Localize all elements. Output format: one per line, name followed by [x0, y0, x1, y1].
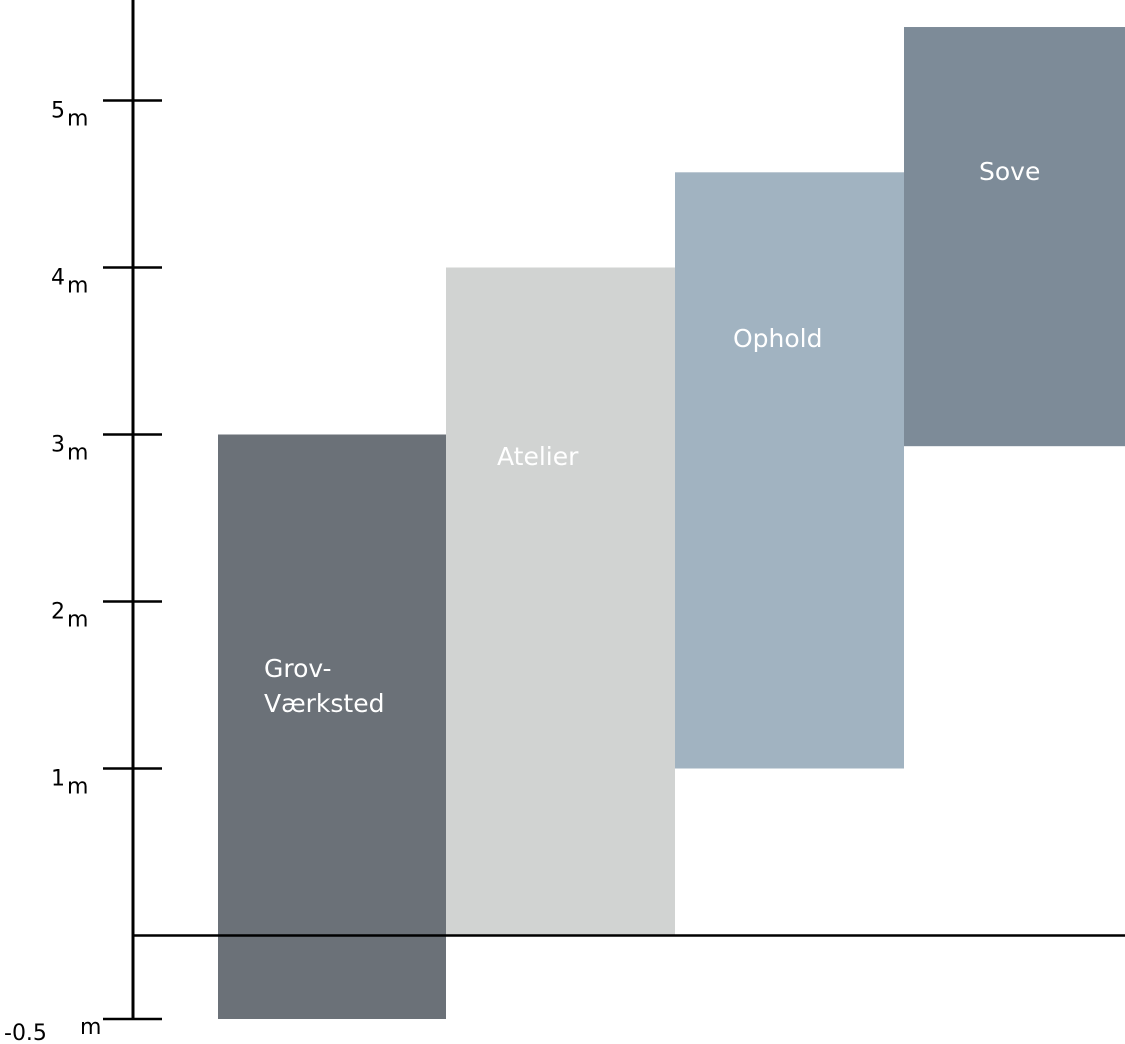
tick-label-5: 5 — [51, 99, 65, 124]
tick-label-4: 4 — [51, 266, 65, 291]
tick-label-2: 2 — [51, 600, 65, 625]
block-label-grov-vaerksted-line-1: Grov- — [264, 654, 332, 683]
tick-unit-1: m — [67, 775, 88, 800]
block-label-sove: Sove — [979, 157, 1040, 186]
block-ophold — [675, 172, 904, 769]
tick-unit-5: m — [67, 107, 88, 132]
height-axis: 6m5m4m3m2m1m-0.5m — [4, 0, 1125, 1044]
block-label-atelier: Atelier — [497, 442, 579, 471]
block-label-grov-vaerksted-line-2: Værksted — [264, 689, 384, 718]
block-label-ophold: Ophold — [733, 324, 823, 353]
block-sove — [904, 27, 1125, 447]
block-grov-vaerksted — [218, 434, 446, 1019]
block-atelier — [446, 267, 675, 936]
tick-label-1: 1 — [51, 767, 65, 792]
tick-label-minus-0-5: -0.5 — [4, 1021, 47, 1044]
tick-unit-4: m — [67, 274, 88, 299]
room-blocks: Grov- Værksted Atelier Ophold Sove — [218, 27, 1125, 1019]
tick-unit-3: m — [67, 441, 88, 466]
tick-unit-2: m — [67, 608, 88, 633]
tick-unit-minus-0-5: m — [80, 1015, 101, 1040]
tick-label-3: 3 — [51, 433, 65, 458]
